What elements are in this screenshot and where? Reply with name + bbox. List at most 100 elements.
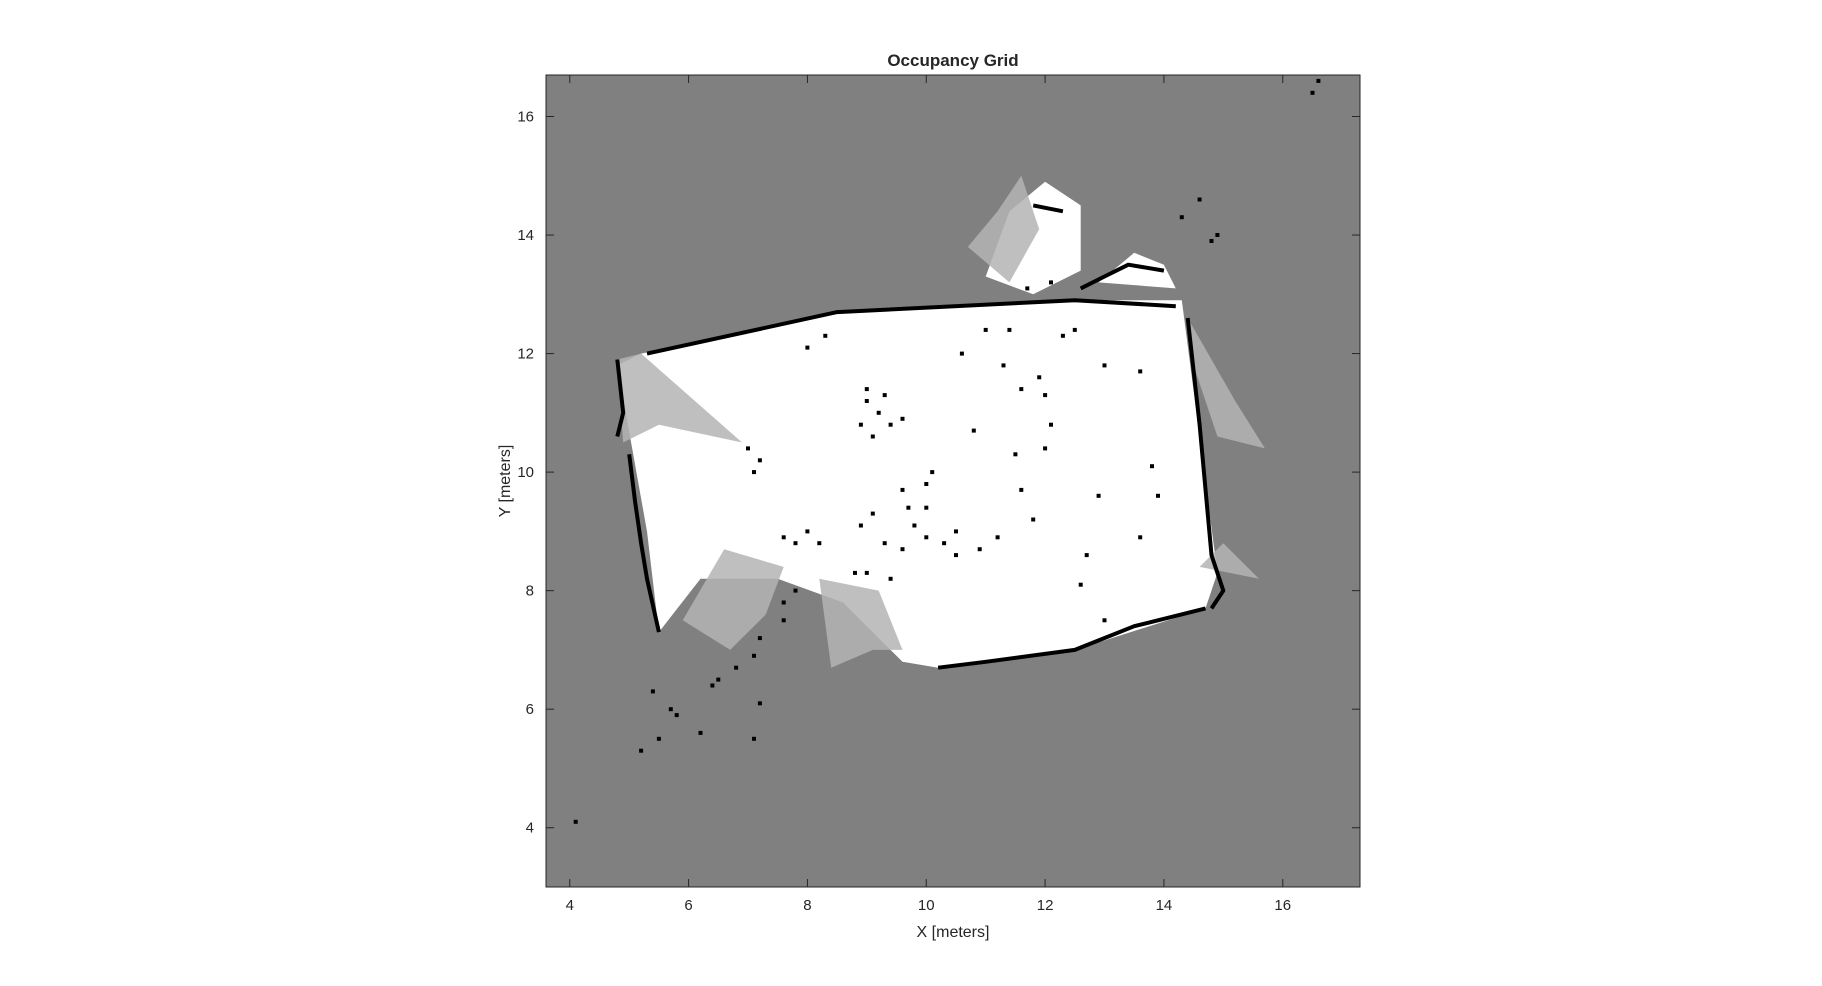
partial-occupancy-region-5 [819,578,903,668]
occupied-cell-33 [882,393,887,398]
occupied-cell-8 [716,677,721,682]
occupied-cell-66 [971,428,976,433]
occupied-wall-6 [1032,203,1064,214]
occupied-wall-5 [1079,262,1165,291]
y-axis-ticks: 4 6 8 10 12 14 16 [517,108,1360,837]
occupied-cell-81 [912,523,917,528]
occupied-cell-39 [882,541,887,546]
occupied-cell-78 [1049,280,1053,285]
y-tick-label-6: 6 [526,701,534,718]
occupied-cell-34 [930,470,935,475]
occupied-cell-64 [959,351,964,356]
occupied-cell-52 [1037,375,1042,380]
free-space-patch-1 [1098,252,1176,289]
occupied-cell-35 [924,482,929,486]
occupied-cell-42 [942,541,947,546]
occupied-cell-51 [1001,363,1006,368]
occupied-cell-47 [1043,446,1048,451]
occupied-cell-79 [1072,327,1077,332]
occupied-cell-62 [805,345,810,350]
occupied-cell-19 [1197,197,1202,202]
occupied-cell-38 [858,523,863,528]
occupied-cell-37 [870,511,875,516]
occupied-cell-43 [954,553,958,558]
occupied-cell-6 [698,730,703,735]
occupied-cell-27 [876,410,881,415]
occupied-wall-0 [646,298,1176,356]
y-tick-label-16: 16 [517,108,534,125]
occupied-cell-48 [1049,422,1053,427]
occupied-cell-72 [864,570,869,575]
x-tick-label-14: 14 [1156,897,1173,914]
occupied-cell-56 [1096,493,1101,498]
occupied-cell-10 [752,736,756,741]
x-tick-label-16: 16 [1274,897,1291,914]
occupied-cell-11 [734,665,739,670]
occupied-cell-53 [1060,333,1065,338]
occupied-cell-60 [1078,582,1083,587]
occupied-wall-4 [615,359,626,437]
occupied-cell-69 [900,487,905,492]
occupied-cell-36 [906,505,911,510]
occupied-cell-21 [1215,233,1220,237]
occupied-cell-22 [1209,239,1214,243]
occupied-cell-68 [924,505,929,510]
axes-frame [545,74,1361,888]
occupied-cell-65 [983,327,988,332]
x-tick-label-10: 10 [918,897,935,914]
occupied-cell-83 [1150,464,1154,469]
x-tick-label-8: 8 [803,897,811,914]
occupied-cell-4 [674,713,679,718]
occupied-cell-29 [870,434,875,439]
occupied-cell-14 [781,600,786,605]
y-tick-label-10: 10 [517,464,534,481]
occupied-cell-57 [1156,493,1160,498]
occupied-cell-31 [858,422,863,427]
occupied-cell-70 [817,541,822,546]
occupied-cell-82 [954,529,958,534]
x-tick-label-4: 4 [566,897,574,914]
occupied-cell-67 [1013,452,1018,457]
occupied-cell-3 [650,689,655,694]
occupied-wall-2 [937,606,1206,670]
occupied-cell-32 [864,399,869,403]
occupied-cell-61 [1102,618,1107,623]
occupied-cell-49 [1043,393,1048,398]
occupied-cell-2 [656,736,661,741]
occupied-cell-23 [752,470,756,475]
partial-occupancy-region-1 [967,175,1040,283]
occupied-cell-5 [668,707,673,712]
occupied-cell-46 [1019,487,1024,492]
x-tick-label-6: 6 [684,897,692,914]
occupied-cell-55 [1138,369,1143,374]
occupied-cell-0 [573,819,578,824]
y-tick-label-8: 8 [526,583,534,600]
occupied-cell-40 [900,547,905,552]
occupied-cell-58 [1138,535,1143,540]
occupied-cell-28 [888,422,893,427]
occupied-cell-54 [1102,363,1107,368]
partial-occupancy-region-2 [1187,318,1265,449]
partial-occupancy-region-4 [682,549,784,650]
occupied-cell-26 [864,387,869,392]
occupied-cell-45 [1031,517,1036,522]
y-axis-label: Y [meters] [497,445,514,518]
occupied-cell-84 [977,547,982,552]
y-tick-label-14: 14 [517,227,534,244]
occupied-cell-50 [1019,387,1024,392]
occupied-cell-44 [995,535,1000,540]
map-layer [573,78,1321,824]
occupied-cell-7 [710,683,715,688]
occupied-cell-12 [752,653,756,658]
occupied-cell-25 [746,446,750,451]
partial-occupancy-region-3 [1199,543,1259,579]
y-tick-label-4: 4 [526,820,534,837]
occupied-cell-1 [639,748,644,753]
occupied-cell-71 [853,570,857,575]
x-tick-label-12: 12 [1037,897,1054,914]
x-axis-label: X [meters] [917,924,990,941]
occupied-cell-17 [1310,90,1315,95]
occupied-cell-59 [1084,553,1089,558]
chart-title: Occupancy Grid [887,51,1018,70]
